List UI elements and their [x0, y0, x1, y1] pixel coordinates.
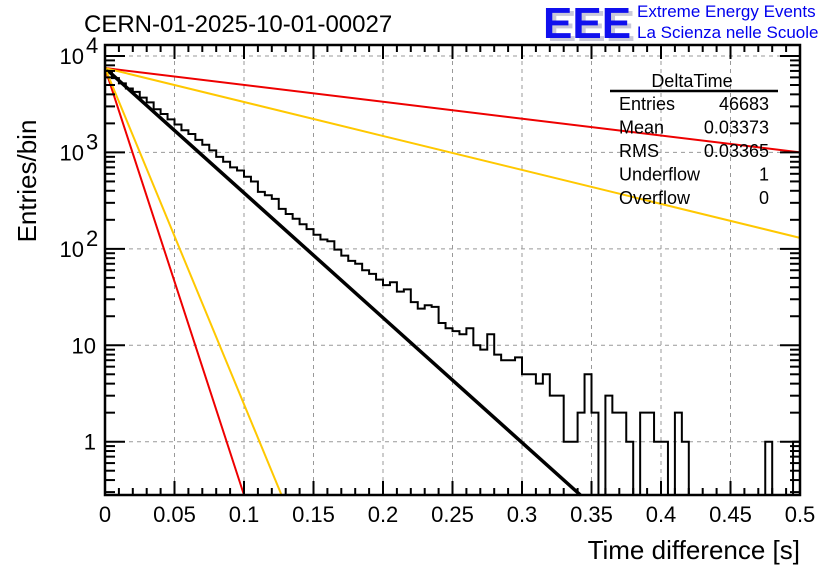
y-tick-label: 10: [60, 44, 84, 69]
stats-value: 46683: [719, 94, 769, 114]
stats-label: Entries: [619, 94, 675, 114]
x-tick-label: 0.15: [292, 502, 335, 527]
logo-mark: EEE: [543, 0, 631, 48]
x-tick-label: 0.05: [153, 502, 196, 527]
x-tick-label: 0: [99, 502, 111, 527]
x-axis-title: Time difference [s]: [588, 535, 800, 565]
y-tick-exponent: 2: [86, 226, 98, 251]
series-red-steep: [104, 67, 245, 496]
logo-line2: La Scienza nelle Scuole: [637, 23, 818, 42]
series-fit: [103, 66, 582, 497]
x-tick-label: 0.25: [431, 502, 474, 527]
series-yellow-steep: [104, 67, 283, 496]
stats-value: 1: [759, 165, 769, 185]
x-tick-label: 0.4: [646, 502, 677, 527]
series-red-shallow: [104, 67, 801, 154]
stats-title: DeltaTime: [651, 71, 732, 91]
eee-logo: EEE EEE Extreme Energy Events La Scienza…: [543, 0, 818, 51]
series-yellow-shallow: [104, 67, 801, 239]
histogram: [105, 71, 800, 496]
x-tick-label: 0.2: [368, 502, 399, 527]
stats-value: 0.03373: [704, 118, 769, 138]
stats-value: 0.03365: [704, 141, 769, 161]
x-tick-label: 0.35: [570, 502, 613, 527]
x-tick-label: 0.1: [229, 502, 260, 527]
x-tick-label: 0.5: [785, 502, 816, 527]
x-tick-labels: 0 0.05 0.1 0.15 0.2 0.25 0.3 0.35 0.4 0.45 0.5: [99, 502, 815, 527]
stats-box: DeltaTime Entries 46683 Mean 0.03373 RMS 0.03…: [610, 71, 778, 208]
stats-label: RMS: [619, 141, 659, 161]
stats-value: 0: [759, 188, 769, 208]
logo-mark-shadow: EEE: [547, 2, 635, 51]
axes: [103, 43, 802, 497]
x-tick-label: 0.3: [507, 502, 538, 527]
histogram-outline: [105, 71, 800, 496]
y-tick-exponent: 4: [86, 33, 98, 58]
chart-title: CERN-01-2025-10-01-00027: [84, 11, 392, 38]
y-tick-exponent: 3: [86, 129, 98, 154]
y-axis-title: Entries/bin: [12, 120, 42, 243]
stats-label: Overflow: [619, 188, 691, 208]
fit-lines: [103, 66, 801, 497]
stats-label: Mean: [619, 118, 664, 138]
y-tick-label: 10: [72, 333, 96, 358]
y-tick-label: 1: [84, 430, 96, 455]
y-tick-label: 10: [60, 237, 84, 262]
logo-line1: Extreme Energy Events: [637, 2, 816, 21]
y-tick-label: 10: [60, 140, 84, 165]
stats-label: Underflow: [619, 165, 701, 185]
x-tick-label: 0.45: [709, 502, 752, 527]
